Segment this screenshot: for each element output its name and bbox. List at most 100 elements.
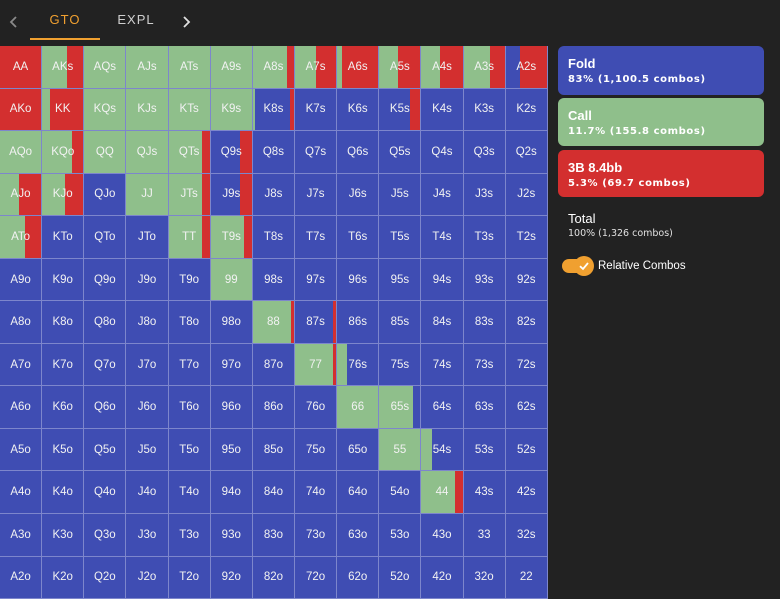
hand-cell-87s[interactable]: 87s <box>294 301 338 344</box>
hand-cell-T2o[interactable]: T2o <box>168 556 211 599</box>
hand-cell-43s[interactable]: 43s <box>463 471 506 515</box>
hand-cell-42s[interactable]: 42s <box>505 471 548 515</box>
tab-gto[interactable]: GTO <box>30 12 100 40</box>
hand-cell-86s[interactable]: 86s <box>337 301 380 344</box>
hand-cell-52o[interactable]: 52o <box>379 556 422 599</box>
hand-cell-J4o[interactable]: J4o <box>126 471 169 515</box>
relative-combos-toggle[interactable]: Relative Combos <box>562 256 686 276</box>
hand-cell-42o[interactable]: 42o <box>421 556 464 599</box>
hand-cell-AJo[interactable]: AJo <box>0 173 43 217</box>
hand-cell-83o[interactable]: 83o <box>252 514 295 557</box>
raise-action-panel[interactable]: 3B 8.4bb 5.3% (69.7 combos) <box>558 150 764 197</box>
hand-cell-98s[interactable]: 98s <box>252 258 295 302</box>
hand-cell-A3s[interactable]: A3s <box>463 46 506 89</box>
hand-cell-93s[interactable]: 93s <box>463 258 506 302</box>
hand-cell-93o[interactable]: 93o <box>210 514 253 557</box>
hand-cell-ATo[interactable]: ATo <box>0 216 43 259</box>
hand-cell-J3s[interactable]: J3s <box>463 173 506 217</box>
hand-cell-K3s[interactable]: K3s <box>463 88 506 132</box>
hand-cell-74s[interactable]: 74s <box>421 343 464 387</box>
chevron-right-icon[interactable] <box>172 8 200 36</box>
hand-cell-AKo[interactable]: AKo <box>0 88 43 132</box>
hand-cell-Q2s[interactable]: Q2s <box>505 131 548 174</box>
hand-cell-Q7o[interactable]: Q7o <box>84 343 127 387</box>
hand-cell-J8s[interactable]: J8s <box>252 173 295 217</box>
hand-cell-75o[interactable]: 75o <box>294 428 338 472</box>
hand-cell-T7s[interactable]: T7s <box>294 216 338 259</box>
hand-cell-72s[interactable]: 72s <box>505 343 548 387</box>
hand-cell-85o[interactable]: 85o <box>252 428 295 472</box>
hand-cell-92s[interactable]: 92s <box>505 258 548 302</box>
hand-cell-A4s[interactable]: A4s <box>421 46 464 89</box>
chevron-left-icon[interactable] <box>0 8 28 36</box>
hand-cell-K2s[interactable]: K2s <box>505 88 548 132</box>
hand-cell-T4s[interactable]: T4s <box>421 216 464 259</box>
hand-cell-95s[interactable]: 95s <box>379 258 422 302</box>
hand-cell-JTo[interactable]: JTo <box>126 216 169 259</box>
hand-cell-JJ[interactable]: JJ <box>126 173 169 217</box>
hand-cell-KQo[interactable]: KQo <box>42 131 85 174</box>
hand-cell-63o[interactable]: 63o <box>337 514 380 557</box>
hand-cell-T8s[interactable]: T8s <box>252 216 295 259</box>
hand-cell-Q5s[interactable]: Q5s <box>379 131 422 174</box>
hand-cell-A5o[interactable]: A5o <box>0 428 43 472</box>
hand-cell-22[interactable]: 22 <box>505 556 548 599</box>
hand-cell-K7o[interactable]: K7o <box>42 343 85 387</box>
fold-action-panel[interactable]: Fold 83% (1,100.5 combos) <box>558 46 764 95</box>
hand-cell-T5s[interactable]: T5s <box>379 216 422 259</box>
hand-cell-97o[interactable]: 97o <box>210 343 253 387</box>
hand-cell-QTs[interactable]: QTs <box>168 131 211 174</box>
hand-cell-74o[interactable]: 74o <box>294 471 338 515</box>
hand-cell-76s[interactable]: 76s <box>337 343 380 387</box>
hand-cell-K5o[interactable]: K5o <box>42 428 85 472</box>
tab-expl[interactable]: EXPL <box>100 12 172 40</box>
hand-cell-98o[interactable]: 98o <box>210 301 253 344</box>
hand-cell-JTs[interactable]: JTs <box>168 173 211 217</box>
hand-cell-84o[interactable]: 84o <box>252 471 295 515</box>
hand-cell-63s[interactable]: 63s <box>463 386 506 429</box>
hand-cell-AQo[interactable]: AQo <box>0 131 43 174</box>
hand-cell-A2o[interactable]: A2o <box>0 556 43 599</box>
hand-cell-94s[interactable]: 94s <box>421 258 464 302</box>
hand-cell-QJs[interactable]: QJs <box>126 131 169 174</box>
hand-cell-K8s[interactable]: K8s <box>252 88 295 132</box>
hand-cell-Q8s[interactable]: Q8s <box>252 131 295 174</box>
hand-cell-Q7s[interactable]: Q7s <box>294 131 338 174</box>
hand-cell-Q6s[interactable]: Q6s <box>337 131 380 174</box>
hand-cell-83s[interactable]: 83s <box>463 301 506 344</box>
hand-cell-T7o[interactable]: T7o <box>168 343 211 387</box>
hand-cell-96s[interactable]: 96s <box>337 258 380 302</box>
hand-cell-K9o[interactable]: K9o <box>42 258 85 302</box>
hand-cell-92o[interactable]: 92o <box>210 556 253 599</box>
hand-cell-A3o[interactable]: A3o <box>0 514 43 557</box>
hand-cell-A8s[interactable]: A8s <box>252 46 295 89</box>
hand-cell-Q3o[interactable]: Q3o <box>84 514 127 557</box>
hand-cell-K6s[interactable]: K6s <box>337 88 380 132</box>
hand-cell-96o[interactable]: 96o <box>210 386 253 429</box>
hand-cell-J6s[interactable]: J6s <box>337 173 380 217</box>
hand-cell-QQ[interactable]: QQ <box>84 131 127 174</box>
hand-cell-KQs[interactable]: KQs <box>84 88 127 132</box>
hand-cell-T4o[interactable]: T4o <box>168 471 211 515</box>
hand-cell-J5o[interactable]: J5o <box>126 428 169 472</box>
hand-cell-54o[interactable]: 54o <box>379 471 422 515</box>
hand-cell-J2s[interactable]: J2s <box>505 173 548 217</box>
hand-cell-55[interactable]: 55 <box>379 428 422 472</box>
hand-cell-A9s[interactable]: A9s <box>210 46 253 89</box>
hand-cell-65s[interactable]: 65s <box>379 386 422 429</box>
hand-cell-82s[interactable]: 82s <box>505 301 548 344</box>
hand-cell-77[interactable]: 77 <box>294 343 338 387</box>
hand-cell-K2o[interactable]: K2o <box>42 556 85 599</box>
hand-cell-KJs[interactable]: KJs <box>126 88 169 132</box>
hand-cell-K4s[interactable]: K4s <box>421 88 464 132</box>
hand-cell-62o[interactable]: 62o <box>337 556 380 599</box>
hand-cell-64o[interactable]: 64o <box>337 471 380 515</box>
hand-cell-76o[interactable]: 76o <box>294 386 338 429</box>
hand-cell-54s[interactable]: 54s <box>421 428 464 472</box>
hand-cell-TT[interactable]: TT <box>168 216 211 259</box>
hand-cell-QTo[interactable]: QTo <box>84 216 127 259</box>
hand-cell-53o[interactable]: 53o <box>379 514 422 557</box>
hand-cell-T9o[interactable]: T9o <box>168 258 211 302</box>
hand-cell-T6s[interactable]: T6s <box>337 216 380 259</box>
hand-cell-66[interactable]: 66 <box>337 386 380 429</box>
